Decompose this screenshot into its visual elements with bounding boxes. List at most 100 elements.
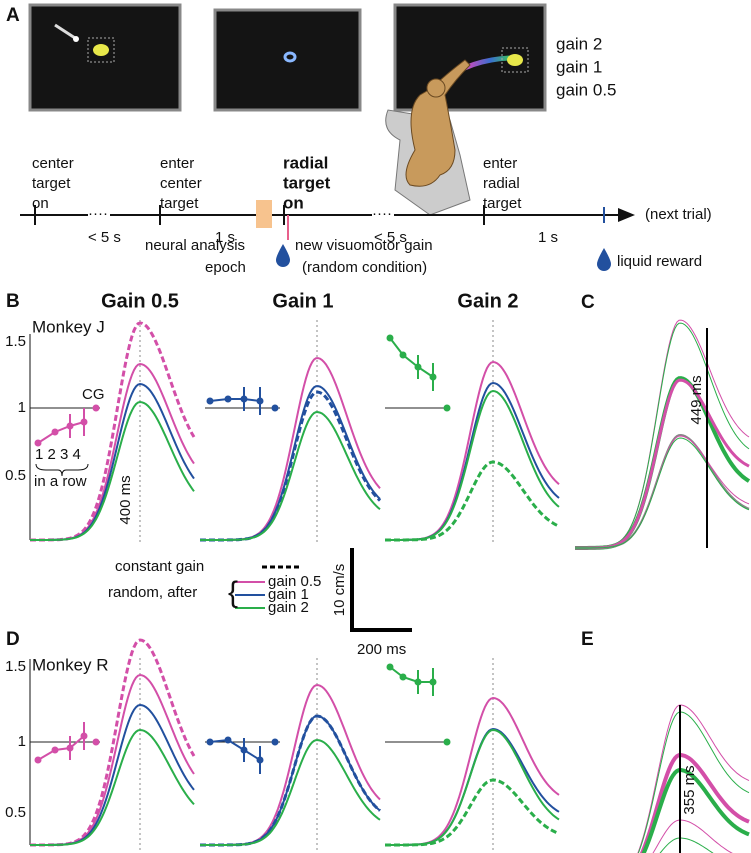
drop [276,244,290,267]
y-tick-label: 0.5 [5,804,26,821]
panel-label: A [6,5,20,26]
gain-label: (random condition) [302,259,427,276]
inset-point [399,351,407,359]
inset-line [389,337,434,378]
panel-title: Gain 1 [272,290,333,312]
arrow-head [618,208,635,222]
cursor-trail [54,23,76,40]
scale-label: 200 ms [357,641,406,658]
inset-line [389,666,433,683]
latency-label: 355 ms [681,765,698,814]
target-box [87,37,115,63]
event-label: center [32,155,74,172]
event-label: enter [483,155,517,172]
inset-point [206,397,214,405]
trace [659,837,714,853]
cg-point [443,404,451,412]
event-label: on [283,193,304,212]
screen [393,3,547,112]
trace [30,728,195,846]
legend-label: random, after [108,584,197,601]
brace: { [228,576,238,609]
trace [200,390,382,542]
inset-line [37,421,85,444]
inset-line [37,735,85,761]
inset-point [51,428,59,436]
ellipsis: ···· [88,205,108,222]
inset-point [386,334,394,342]
legend-entry: gain 1 [268,586,309,603]
cursor [73,36,79,42]
interval: 1 s [215,229,235,246]
gain-label: new visuomotor gain [295,237,433,254]
timeline-ticks [34,205,485,225]
scale-label: 10 cm/s [331,564,348,617]
brace [35,463,89,477]
trace [30,703,195,846]
trace [385,381,560,541]
trace [385,360,560,541]
trace [200,411,381,541]
event-label: radial [283,153,328,172]
epoch-label: epoch [205,259,246,276]
cg-point [92,738,100,746]
inset-line [209,398,261,402]
inset-point [399,673,407,681]
legend-entry: gain 2 [556,34,602,53]
trace [385,389,560,541]
monkey-label: Monkey R [32,655,109,674]
event-label: enter [160,155,194,172]
inset-point [206,738,214,746]
break [88,211,110,219]
target [93,44,109,56]
trace [641,767,750,853]
trace [575,319,750,549]
legend-entry: gain 0.5 [268,573,321,590]
event-label: radial [483,175,520,192]
y-tick-label: 1.5 [5,658,26,675]
reward-label: liquid reward [617,253,702,270]
legend-entry: gain 2 [268,599,309,616]
cg-point [92,404,100,412]
cg-point [271,404,279,412]
panel-title: Gain 0.5 [101,290,179,312]
center-target [283,51,297,63]
cg-point [443,738,451,746]
scale-bar [350,548,412,632]
inset-point [34,439,42,447]
target [507,54,523,66]
panel-label: D [6,629,20,650]
inset-point [224,736,232,744]
monkey-label: Monkey J [32,317,105,336]
event-label: target [483,195,522,212]
event-label: target [160,195,199,212]
trace [30,400,195,541]
trace [200,684,381,846]
event-label: target [283,173,331,192]
event-label: target [32,175,71,192]
panel-label: B [6,291,20,312]
next-trial: (next trial) [645,206,712,223]
inset-line [209,738,261,761]
y-tick-label: 1.5 [5,333,26,350]
target-box [501,47,529,73]
interval: < 5 s [374,229,407,246]
trace [637,704,750,853]
in-a-row: in a row [34,473,87,490]
trace [385,460,560,542]
legend-entry: gain 0.5 [556,80,617,99]
trace [637,711,750,853]
inset-point [34,756,42,764]
y-tick-label: 1 [18,399,26,416]
y-tick-label: 0.5 [5,467,26,484]
legend-label: constant gain [115,558,204,575]
trial-numbers: 1 2 3 4 [35,446,81,463]
trace [575,322,750,549]
trace [30,673,195,846]
trace [385,778,560,847]
y-tick-label: 1 [18,733,26,750]
legend-entry: gain 1 [556,57,602,76]
cg-point [271,738,279,746]
inset-point [386,663,394,671]
